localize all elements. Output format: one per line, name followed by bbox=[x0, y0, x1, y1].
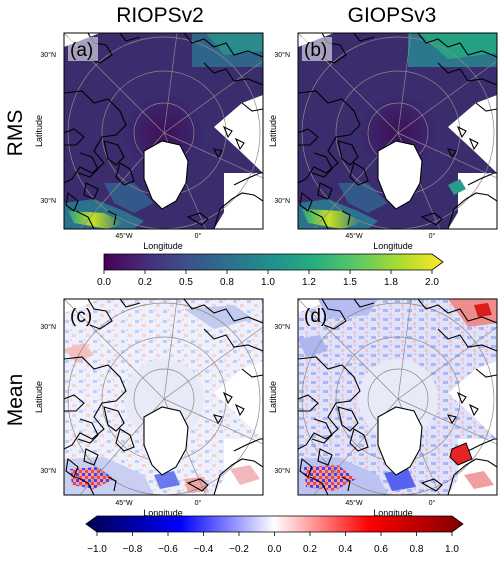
mean-colorbar-tick-label: 0.0 bbox=[268, 544, 282, 555]
panel-label-b: (b) bbox=[304, 40, 327, 61]
column-title-riopsv2: RIOPSv2 bbox=[116, 4, 204, 27]
rms-colorbar-tick-label: 0.5 bbox=[179, 277, 193, 288]
lon-tick-d-0: 0° bbox=[429, 499, 436, 507]
lat-tick-c-bottom: 30°N bbox=[40, 467, 56, 475]
row-title-mean: Mean bbox=[4, 374, 27, 427]
rms-colorbar-ticks: 0.0 0.2 0.5 0.8 1.0 1.2 1.5 1.8 2.0 bbox=[97, 270, 439, 288]
mean-colorbar-tick-label: 0.4 bbox=[339, 544, 353, 555]
lon-tick-c-45w: 45°W bbox=[115, 499, 133, 507]
mean-colorbar: −1.0 −0.8 −0.6 −0.4 −0.2 0.0 0.2 0.4 0.6 0.8 1.0 bbox=[85, 515, 464, 555]
lat-tick-c-top: 30°N bbox=[40, 323, 56, 331]
mean-colorbar-tick-label: −1.0 bbox=[87, 544, 107, 555]
panel-a: (a) 30°N 30°N 45°W 0° Longitude Latitude bbox=[34, 32, 264, 251]
ylabel-b: Latitude bbox=[268, 115, 278, 147]
lat-tick-b-top: 30°N bbox=[274, 51, 290, 59]
mean-colorbar-tick-label: −0.8 bbox=[123, 544, 143, 555]
lon-tick-a-0: 0° bbox=[195, 232, 202, 240]
ylabel-d: Latitude bbox=[268, 381, 278, 413]
rms-colorbar-tick-label: 1.2 bbox=[302, 277, 316, 288]
xlabel-d: Longitude bbox=[373, 508, 413, 518]
panel-label-a: (a) bbox=[70, 40, 93, 61]
lat-tick-d-bottom: 30°N bbox=[274, 467, 290, 475]
panel-d: (d) 30°N 30°N 45°W 0° Longitude Latitude bbox=[268, 298, 498, 518]
xlabel-b: Longitude bbox=[373, 241, 413, 251]
rms-colorbar-tick-label: 1.5 bbox=[343, 277, 357, 288]
column-title-giopsv3: GIOPSv3 bbox=[348, 4, 437, 27]
lat-tick-d-top: 30°N bbox=[274, 323, 290, 331]
xlabel-c: Longitude bbox=[143, 508, 183, 518]
panel-b: (b) 30°N 30°N 45°W 0° Longitude Latitude bbox=[268, 32, 498, 251]
mean-colorbar-tick-label: −0.6 bbox=[158, 544, 178, 555]
lon-tick-b-0: 0° bbox=[429, 232, 436, 240]
ylabel-c: Latitude bbox=[34, 381, 44, 413]
mean-colorbar-bar bbox=[85, 515, 464, 533]
mean-colorbar-tick-label: 0.6 bbox=[374, 544, 388, 555]
mean-colorbar-ticks: −1.0 −0.8 −0.6 −0.4 −0.2 0.0 0.2 0.4 0.6 0.8 1.0 bbox=[87, 532, 459, 555]
lat-tick-b-bottom: 30°N bbox=[274, 197, 290, 205]
lon-tick-d-45w: 45°W bbox=[345, 499, 363, 507]
lon-tick-a-45w: 45°W bbox=[115, 232, 133, 240]
rms-colorbar: 0.0 0.2 0.5 0.8 1.0 1.2 1.5 1.8 2.0 bbox=[97, 253, 444, 288]
mean-colorbar-tick-label: 1.0 bbox=[445, 544, 459, 555]
lon-tick-c-0: 0° bbox=[195, 499, 202, 507]
rms-colorbar-tick-label: 0.0 bbox=[97, 277, 111, 288]
lon-tick-b-45w: 45°W bbox=[345, 232, 363, 240]
rms-colorbar-tick-label: 1.0 bbox=[261, 277, 275, 288]
rms-colorbar-tick-label: 1.8 bbox=[384, 277, 398, 288]
lat-tick-a-top: 30°N bbox=[40, 51, 56, 59]
mean-colorbar-tick-label: −0.4 bbox=[194, 544, 214, 555]
mean-colorbar-tick-label: 0.2 bbox=[303, 544, 317, 555]
panel-label-d: (d) bbox=[304, 306, 327, 327]
row-title-rms: RMS bbox=[4, 110, 27, 157]
panel-label-c: (c) bbox=[70, 306, 92, 327]
rms-colorbar-tick-label: 0.8 bbox=[220, 277, 234, 288]
rms-colorbar-tick-label: 0.2 bbox=[138, 277, 152, 288]
rms-colorbar-tick-label: 2.0 bbox=[425, 277, 439, 288]
ylabel-a: Latitude bbox=[34, 115, 44, 147]
rms-colorbar-bar bbox=[103, 253, 444, 271]
panel-c: (c) 30°N 30°N 45°W 0° Longitude Latitude bbox=[34, 298, 264, 518]
mean-colorbar-tick-label: 0.8 bbox=[410, 544, 424, 555]
xlabel-a: Longitude bbox=[143, 241, 183, 251]
mean-colorbar-tick-label: −0.2 bbox=[229, 544, 249, 555]
lat-tick-a-bottom: 30°N bbox=[40, 197, 56, 205]
